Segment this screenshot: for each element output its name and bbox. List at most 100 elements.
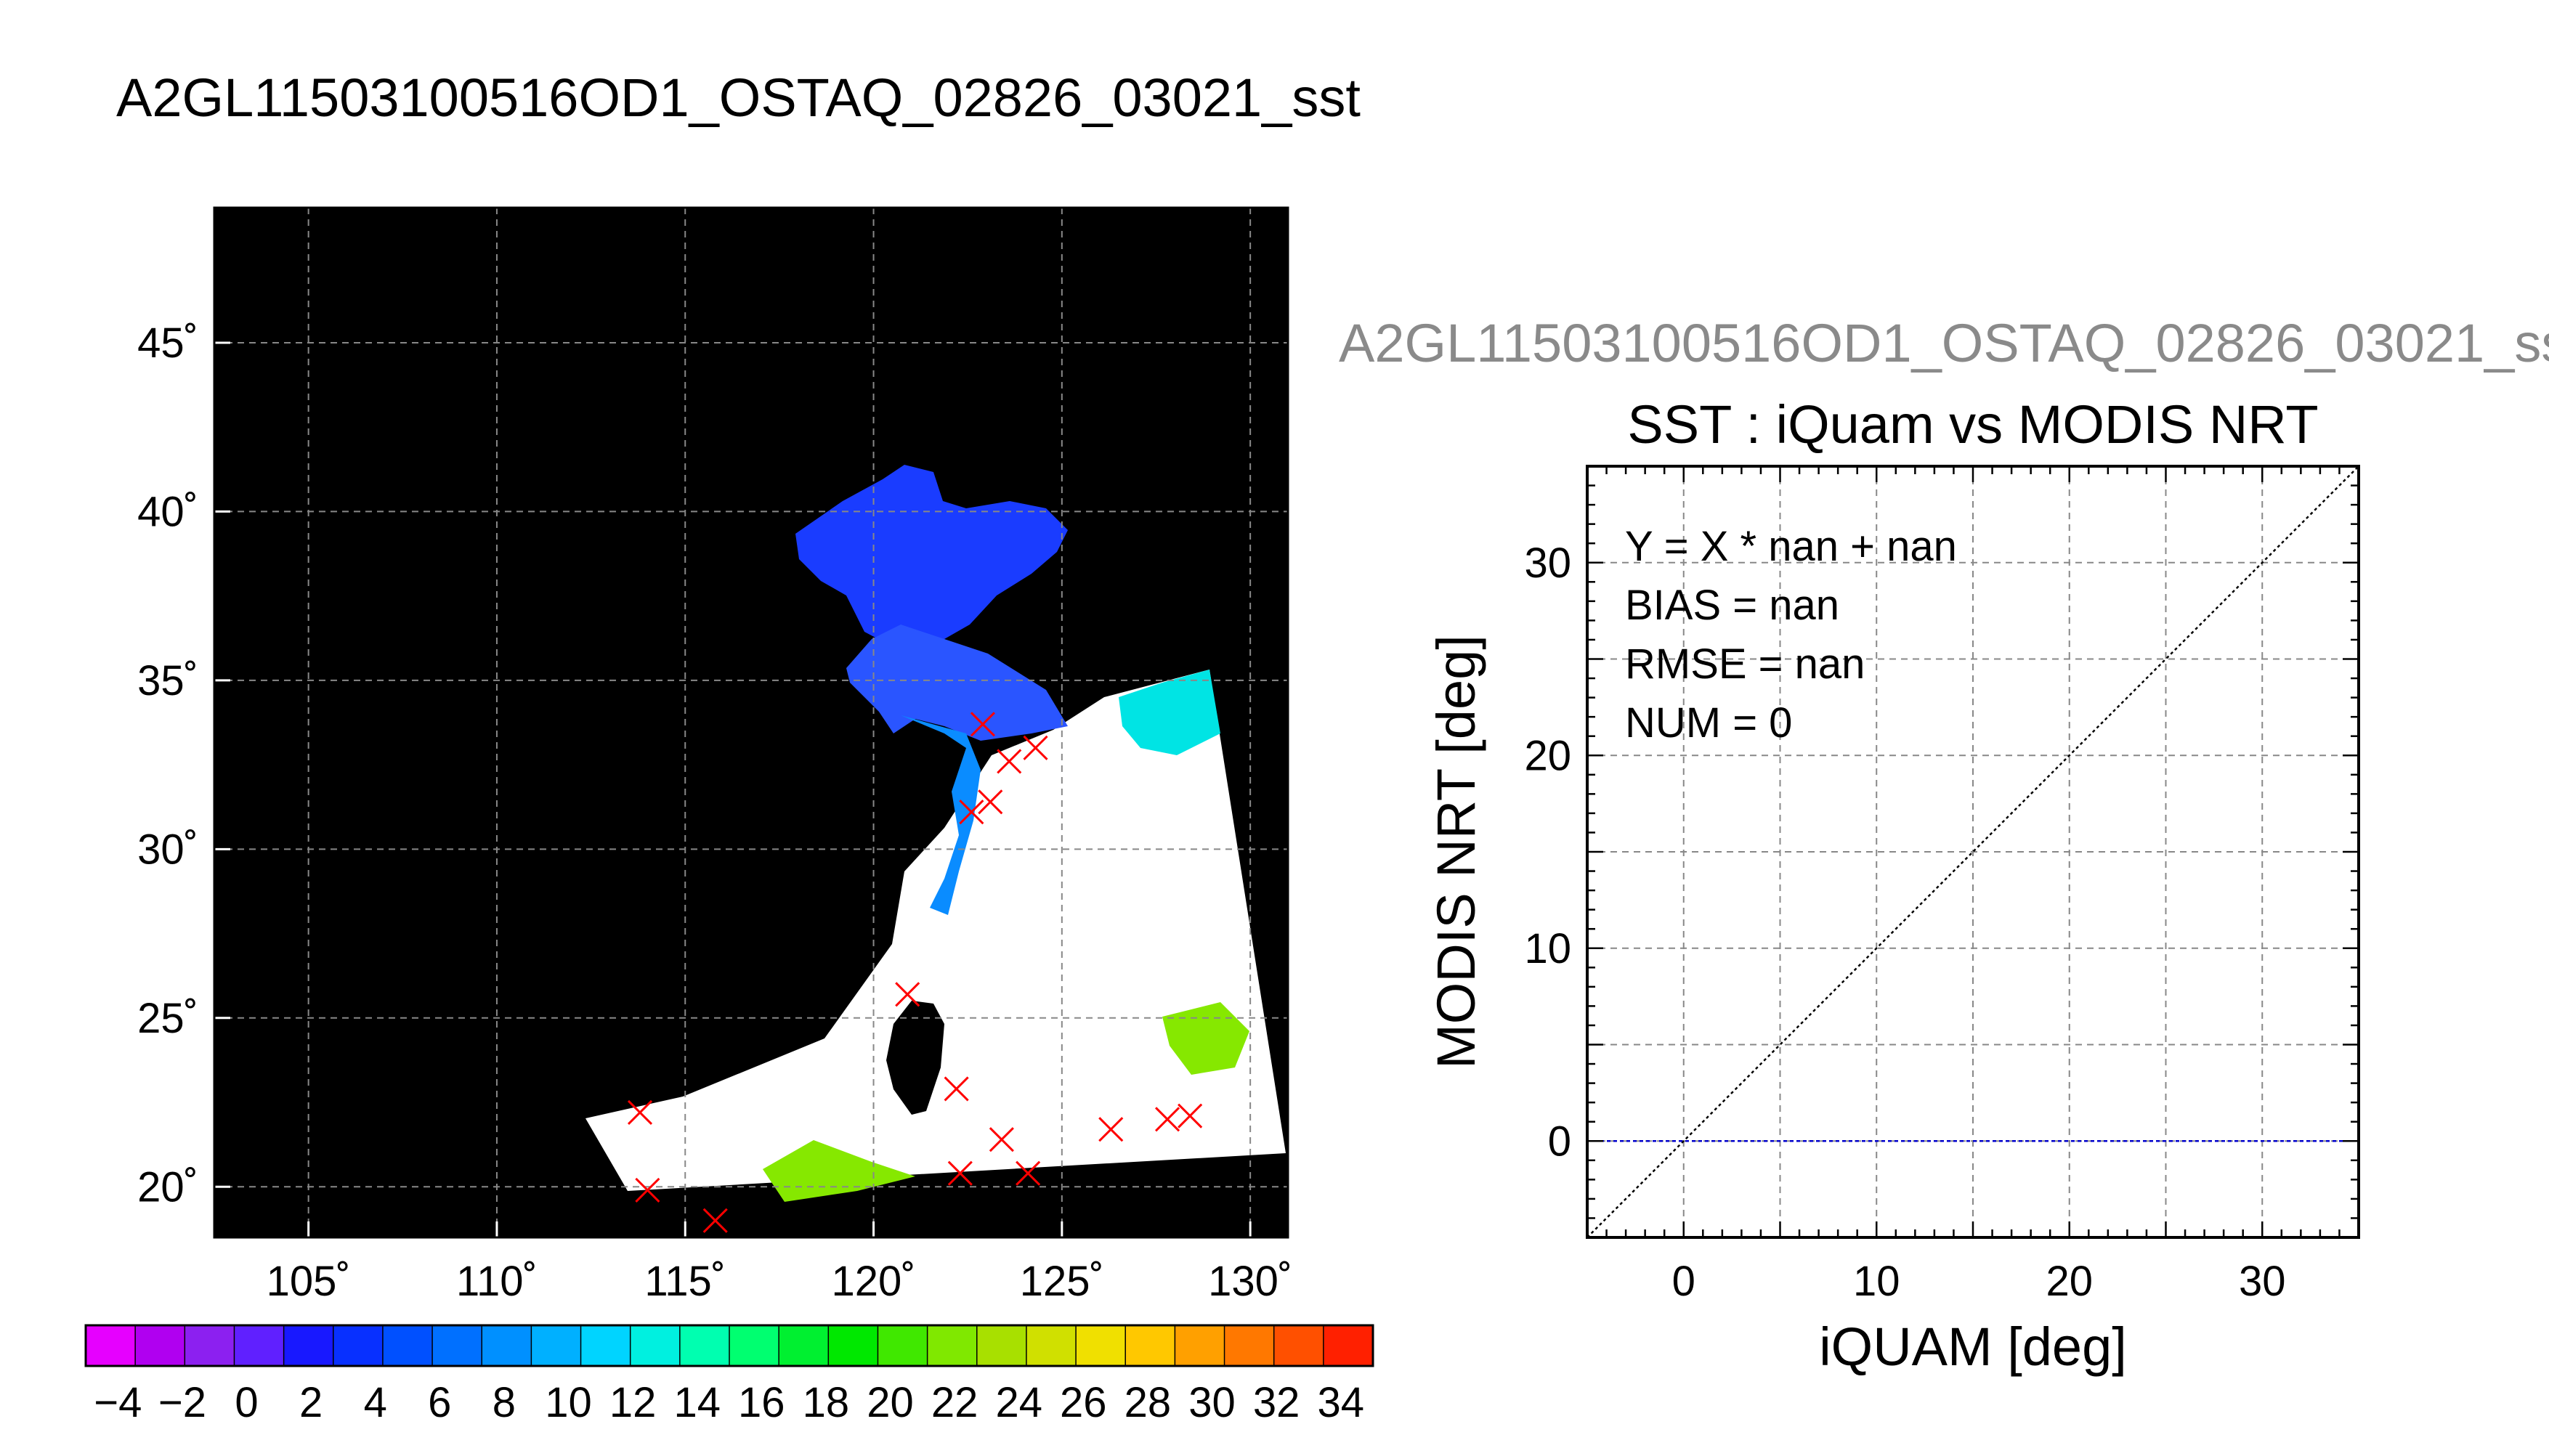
- scatter-header: A2GL11503100516OD1_OSTAQ_02826_03021_sst: [1339, 313, 2549, 373]
- sst-field-east-china-sea: [846, 625, 1068, 741]
- colorbar-swatch: [1026, 1325, 1077, 1366]
- scatter-x-tick-label: 10: [1853, 1258, 1900, 1305]
- marker-stroke: [1098, 1117, 1124, 1142]
- marker-stroke: [1016, 1160, 1041, 1186]
- matchup-marker: [978, 789, 1003, 815]
- sst-field-cyan: [1119, 670, 1220, 755]
- map-lon-label: 130˚: [1208, 1258, 1292, 1305]
- sst-field-yellow-sea: [795, 465, 1068, 646]
- map-lat-label: 40˚: [137, 488, 198, 535]
- matchup-marker: [1178, 1103, 1203, 1128]
- colorbar-frame: [84, 1324, 1374, 1367]
- colorbar-swatch: [432, 1325, 482, 1366]
- scatter-y-tick-label: 30: [1524, 540, 1571, 587]
- scatter-plot: 0 10 20 30 0 10 20 30: [1524, 465, 2360, 1305]
- marker-stroke: [1178, 1103, 1203, 1128]
- scatter-y-tick-label: 10: [1524, 925, 1571, 972]
- colorbar-tick-label: 12: [609, 1379, 657, 1426]
- scatter-x-label: iQUAM [deg]: [1819, 1317, 2127, 1377]
- marker-stroke: [635, 1177, 660, 1203]
- marker-stroke: [895, 982, 920, 1007]
- scatter-plot-area: [1587, 466, 2359, 1237]
- matchup-marker: [1023, 735, 1048, 760]
- scatter-y-label: MODIS NRT [deg]: [1426, 635, 1486, 1069]
- map-lat-label: 30˚: [137, 826, 198, 873]
- map-frame: [213, 206, 1289, 1239]
- scatter-title: SST : iQuam vs MODIS NRT: [1627, 394, 2318, 455]
- matchup-markers: [627, 712, 1203, 1233]
- matchup-marker: [702, 1208, 728, 1233]
- map-lon-label: 105˚: [267, 1258, 351, 1305]
- scatter-x-tick-label: 0: [1672, 1258, 1695, 1305]
- scatter-x-tick-label: 20: [2046, 1258, 2093, 1305]
- colorbar-swatch: [1323, 1325, 1374, 1366]
- colorbar-tick-label: 2: [299, 1379, 323, 1426]
- matchup-marker: [944, 1076, 969, 1102]
- colorbar-swatch: [185, 1325, 235, 1366]
- map-lat-label: 25˚: [137, 995, 198, 1042]
- matchup-marker: [895, 982, 920, 1007]
- colorbar-tick-label: −2: [158, 1379, 206, 1426]
- fit-statistic-line: Y = X * nan + nan: [1625, 523, 1957, 570]
- colorbar-swatch: [630, 1325, 681, 1366]
- map-axes: 105˚ 110˚ 115˚ 120˚ 125˚ 130˚ 20˚ 25˚ 30˚ 35˚ 40˚ 4…: [137, 206, 1292, 1305]
- marker-stroke: [959, 800, 984, 825]
- matchup-marker: [989, 1127, 1014, 1152]
- sst-colorbar: −4 −2 0 2 4 6 8 10 12 14 16 18 20 22 24 26 28 30 32 34: [84, 1324, 1374, 1426]
- map-lat-label: 35˚: [137, 657, 198, 704]
- colorbar-swatch: [976, 1325, 1027, 1366]
- marker-stroke: [1154, 1107, 1180, 1132]
- colorbar-swatch: [482, 1325, 532, 1366]
- map-lon-label: 110˚: [456, 1258, 538, 1305]
- colorbar-tick-label: −4: [94, 1379, 142, 1426]
- colorbar-swatch: [878, 1325, 928, 1366]
- matchup-marker: [997, 749, 1022, 774]
- marker-stroke: [702, 1208, 728, 1233]
- one-to-one-line: [1587, 466, 2359, 1237]
- colorbar-swatch: [1273, 1325, 1324, 1366]
- fit-statistics: Y = X * nan + nan BIAS = nan RMSE = nan NUM…: [1625, 523, 1957, 747]
- colorbar-swatch: [679, 1325, 730, 1366]
- taiwan-land: [886, 1001, 944, 1115]
- colorbar-tick-label: 18: [803, 1379, 850, 1426]
- colorbar-swatch: [234, 1325, 285, 1366]
- colorbar-tick-label: 34: [1317, 1379, 1364, 1426]
- colorbar-tick-label: 32: [1253, 1379, 1300, 1426]
- colorbar-tick-label: 4: [364, 1379, 387, 1426]
- fit-statistic-line: RMSE = nan: [1625, 640, 1865, 688]
- sst-field-shelf: [901, 715, 981, 915]
- marker-stroke: [944, 1076, 969, 1102]
- colorbar-tick-label: 10: [545, 1379, 592, 1426]
- swath-no-data: [585, 670, 1286, 1191]
- matchup-marker: [959, 800, 984, 825]
- matchup-marker: [947, 1160, 973, 1186]
- marker-stroke: [1023, 735, 1048, 760]
- colorbar-swatch: [135, 1325, 185, 1366]
- colorbar-swatch: [779, 1325, 829, 1366]
- colorbar-swatch: [86, 1325, 136, 1366]
- colorbar-tick-label: 20: [867, 1379, 914, 1426]
- matchup-marker: [1154, 1107, 1180, 1132]
- colorbar-tick-label: 14: [673, 1379, 721, 1426]
- scatter-frame: [1586, 465, 2360, 1239]
- colorbar-swatch: [927, 1325, 978, 1366]
- fit-statistic-line: BIAS = nan: [1625, 582, 1839, 629]
- colorbar-tick-label: 16: [738, 1379, 785, 1426]
- marker-stroke: [970, 712, 995, 737]
- sst-map: 105˚ 110˚ 115˚ 120˚ 125˚ 130˚ 20˚ 25˚ 30˚ 35˚ 40˚ 4…: [137, 206, 1292, 1305]
- colorbar-swatch: [1224, 1325, 1275, 1366]
- figure-title: A2GL11503100516OD1_OSTAQ_02826_03021_sst: [116, 68, 1361, 128]
- colorbar-tick-label: 0: [235, 1379, 258, 1426]
- marker-stroke: [627, 1099, 653, 1126]
- map-lon-label: 120˚: [831, 1258, 915, 1305]
- colorbar-tick-label: 28: [1124, 1379, 1172, 1426]
- matchup-marker: [970, 712, 995, 737]
- colorbar-swatch: [382, 1325, 433, 1366]
- colorbar-tick-label: 24: [995, 1379, 1042, 1426]
- colorbar-swatch: [1175, 1325, 1225, 1366]
- marker-stroke: [978, 789, 1003, 815]
- scatter-y-tick-label: 20: [1524, 732, 1571, 779]
- scatter-y-tick-label: 0: [1548, 1118, 1571, 1165]
- marker-stroke: [997, 749, 1022, 774]
